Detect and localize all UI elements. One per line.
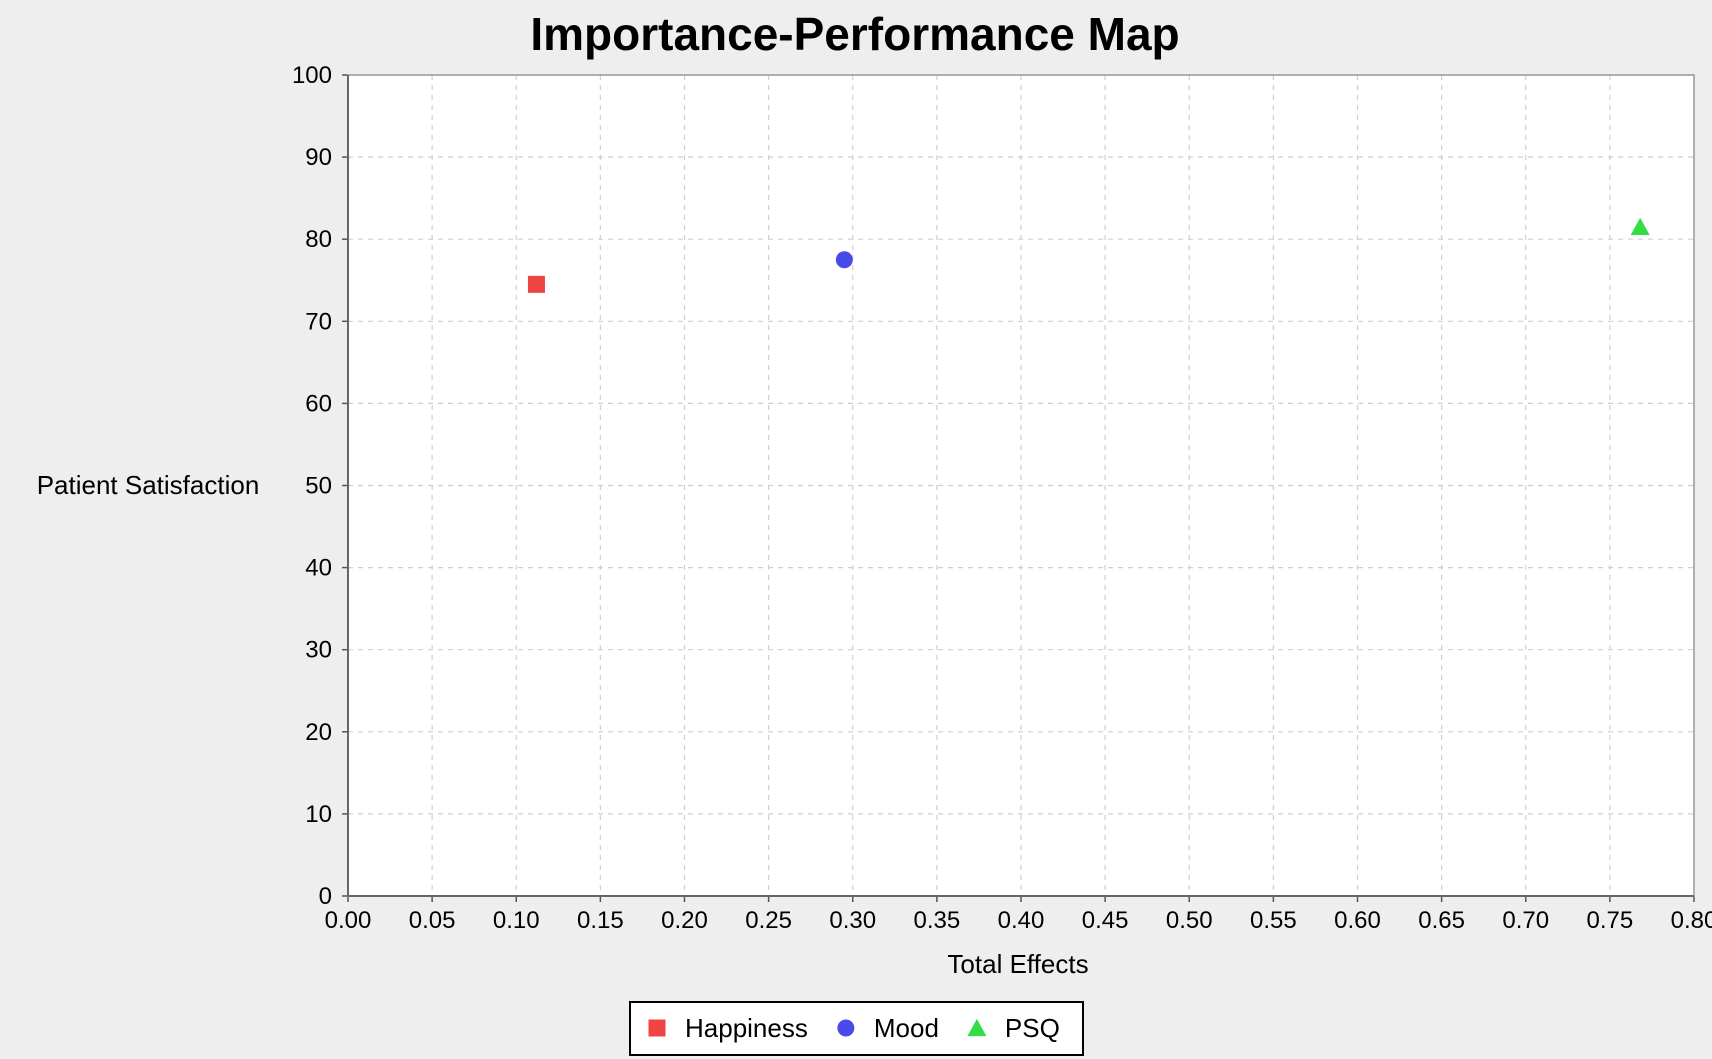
x-tick-label: 0.60	[1334, 907, 1381, 934]
x-tick-label: 0.00	[325, 907, 372, 934]
data-point-mood	[835, 251, 853, 269]
x-tick-label: 0.35	[914, 907, 961, 934]
y-tick-label: 40	[305, 555, 332, 582]
grid	[348, 74, 1695, 896]
y-tick-label: 30	[305, 637, 332, 664]
x-tick-label: 0.45	[1082, 907, 1129, 934]
y-tick-label: 20	[305, 719, 332, 746]
x-tick-label: 0.30	[829, 907, 876, 934]
x-tick-label: 0.15	[577, 907, 624, 934]
tick-labels: 0.00 0.05 0.10 0.15 0.20 0.25 0.30 0.35 0.40 0.45…	[292, 62, 1712, 934]
legend-label-psq: PSQ	[1005, 1013, 1060, 1043]
legend-label-happiness: Happiness	[685, 1013, 808, 1043]
data-point-happiness	[527, 275, 545, 293]
legend-marker-happiness	[648, 1019, 666, 1037]
x-axis-label: Total Effects	[947, 949, 1088, 979]
y-tick-label: 90	[305, 144, 332, 171]
data-point-psq	[1630, 217, 1650, 235]
y-tick-label: 60	[305, 390, 332, 417]
data-points	[527, 217, 1650, 293]
y-tick-label: 100	[292, 62, 332, 89]
legend-marker-psq	[967, 1018, 987, 1037]
y-tick-label: 0	[319, 883, 332, 910]
y-tick-label: 10	[305, 801, 332, 828]
x-tick-label: 0.40	[998, 907, 1045, 934]
x-tick-label: 0.65	[1418, 907, 1465, 934]
x-tick-label: 0.10	[493, 907, 540, 934]
y-tick-label: 70	[305, 308, 332, 335]
x-tick-label: 0.75	[1587, 907, 1634, 934]
x-tick-label: 0.70	[1502, 907, 1549, 934]
axes	[342, 74, 1695, 902]
x-tick-label: 0.20	[661, 907, 708, 934]
x-tick-label: 0.25	[745, 907, 792, 934]
chart-title: Importance-Performance Map	[530, 8, 1179, 60]
x-tick-label: 0.80	[1671, 907, 1712, 934]
x-tick-label: 0.50	[1166, 907, 1213, 934]
x-tick-label: 0.05	[409, 907, 456, 934]
legend-box	[629, 1001, 1084, 1056]
y-tick-label: 50	[305, 473, 332, 500]
x-tick-label: 0.55	[1250, 907, 1297, 934]
legend: Happiness Mood PSQ	[629, 1001, 1084, 1056]
legend-label-mood: Mood	[874, 1013, 939, 1043]
legend-marker-mood	[837, 1019, 855, 1037]
y-axis-label: Patient Satisfaction	[37, 470, 260, 500]
y-tick-label: 80	[305, 226, 332, 253]
